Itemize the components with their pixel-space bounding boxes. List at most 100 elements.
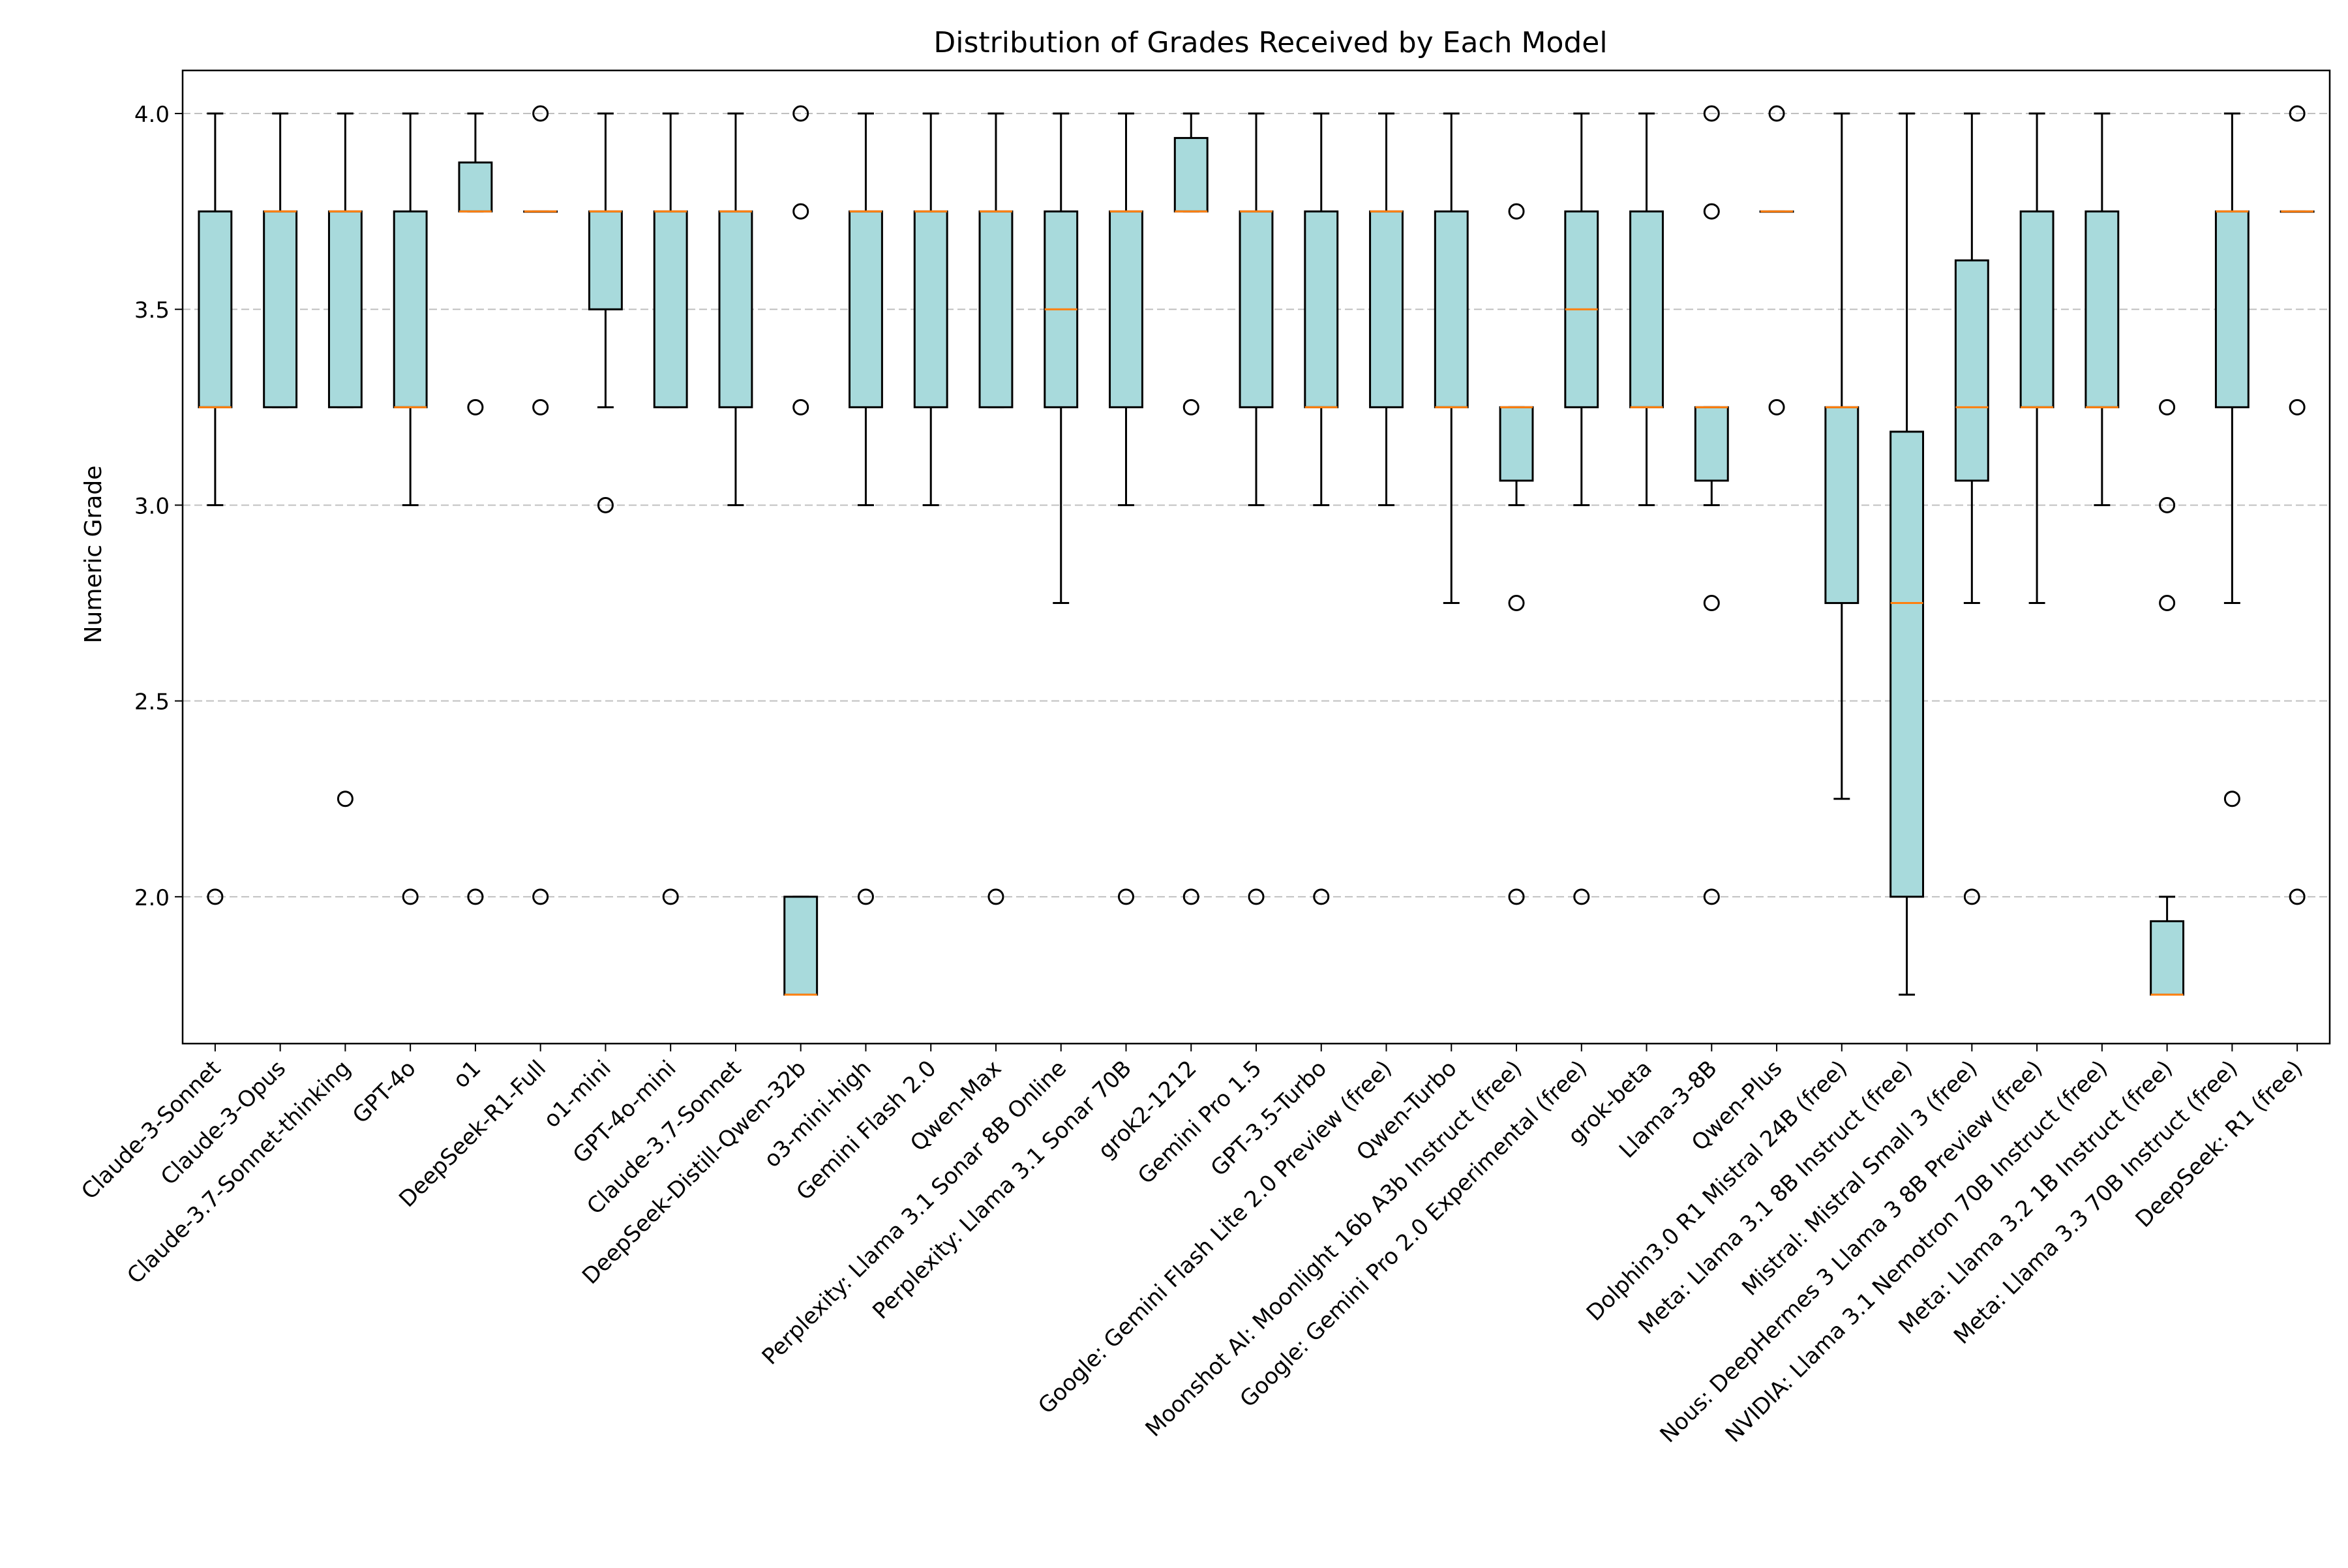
box-group	[1173, 112, 1209, 905]
outlier-point	[1703, 203, 1720, 220]
box-group	[1499, 203, 1534, 905]
box-group	[1954, 112, 1989, 905]
box-iqr	[1889, 430, 1925, 898]
outlier-point	[532, 399, 549, 415]
outlier-point	[2159, 399, 2176, 415]
box-group	[783, 105, 819, 996]
outlier-point	[207, 888, 224, 905]
box-iqr	[849, 210, 883, 408]
outlier-point	[2159, 595, 2176, 612]
outlier-point	[1508, 203, 1525, 220]
box-iqr	[263, 210, 298, 408]
chart-title: Distribution of Grades Received by Each …	[933, 26, 1607, 59]
box-group	[1694, 105, 1729, 905]
outlier-point	[857, 888, 874, 905]
outlier-point	[532, 105, 549, 122]
box-iqr	[1109, 210, 1143, 408]
box-iqr	[1629, 210, 1664, 408]
outlier-point	[402, 888, 419, 905]
box-group	[1434, 112, 1469, 605]
box-iqr	[1499, 406, 1534, 482]
outlier-point	[792, 203, 809, 220]
outlier-point	[1703, 888, 1720, 905]
box-group	[849, 112, 883, 905]
box-group	[393, 112, 428, 905]
outlier-point	[1313, 888, 1330, 905]
box-iqr	[2214, 210, 2250, 408]
outlier-point	[1117, 888, 1134, 905]
box-iqr	[718, 210, 753, 408]
outlier-point	[2159, 496, 2176, 513]
outlier-point	[792, 105, 809, 122]
box-group	[588, 112, 623, 513]
outlier-point	[1703, 595, 1720, 612]
y-tick-label: 2.5	[134, 689, 170, 716]
box-group	[718, 112, 753, 506]
outlier-point	[2223, 791, 2240, 807]
outlier-point	[2289, 399, 2306, 415]
box-group	[327, 112, 363, 807]
box-iqr	[978, 210, 1014, 408]
box-iqr	[1369, 210, 1404, 408]
y-axis-label: Numeric Grade	[80, 466, 107, 644]
plot-frame	[181, 69, 2331, 1045]
y-tick-label: 3.0	[134, 493, 170, 519]
box-group	[1304, 112, 1339, 905]
y-tick-label: 3.5	[134, 297, 170, 324]
box-iqr	[327, 210, 363, 408]
outlier-point	[1182, 888, 1199, 905]
y-tick-label: 2.0	[134, 885, 170, 911]
box-group	[2085, 112, 2120, 506]
box-iqr	[1304, 210, 1339, 408]
outlier-point	[467, 399, 484, 415]
box-group	[263, 112, 298, 408]
box-group	[653, 112, 688, 905]
box-group	[1044, 112, 1079, 605]
outlier-point	[2289, 105, 2306, 122]
box-iqr	[1954, 259, 1989, 482]
outlier-point	[1703, 105, 1720, 122]
box-iqr	[198, 210, 233, 408]
box-iqr	[1173, 137, 1209, 213]
box-group	[1109, 112, 1143, 905]
box-iqr	[458, 161, 493, 213]
box-group	[2280, 105, 2315, 905]
box-iqr	[588, 210, 623, 310]
outlier-point	[2289, 888, 2306, 905]
box-iqr	[1824, 406, 1859, 605]
outlier-point	[987, 888, 1004, 905]
box-group	[458, 112, 493, 905]
box-group	[2214, 112, 2250, 807]
box-group	[2150, 399, 2185, 996]
box-iqr	[2019, 210, 2054, 408]
box-group	[1889, 112, 1925, 996]
box-group	[1629, 112, 1664, 506]
outlier-point	[662, 888, 679, 905]
outlier-point	[1963, 888, 1980, 905]
box-iqr	[2150, 920, 2185, 996]
outlier-point	[1768, 105, 1785, 122]
outlier-point	[792, 399, 809, 415]
outlier-point	[1182, 399, 1199, 415]
box-group	[1759, 105, 1794, 415]
outlier-point	[1508, 595, 1525, 612]
box-group	[2019, 112, 2054, 605]
box-group	[523, 105, 558, 905]
outlier-point	[337, 791, 354, 807]
box-group	[1824, 112, 1859, 800]
box-group	[913, 112, 948, 506]
outlier-point	[467, 888, 484, 905]
box-group	[198, 112, 233, 905]
box-layer	[198, 105, 2315, 996]
outlier-point	[532, 888, 549, 905]
outlier-point	[1508, 888, 1525, 905]
box-iqr	[653, 210, 688, 408]
outlier-point	[1573, 888, 1590, 905]
box-group	[1369, 112, 1404, 506]
y-tick-label: 4.0	[134, 102, 170, 128]
outlier-point	[597, 496, 614, 513]
box-iqr	[1694, 406, 1729, 482]
box-iqr	[2085, 210, 2120, 408]
